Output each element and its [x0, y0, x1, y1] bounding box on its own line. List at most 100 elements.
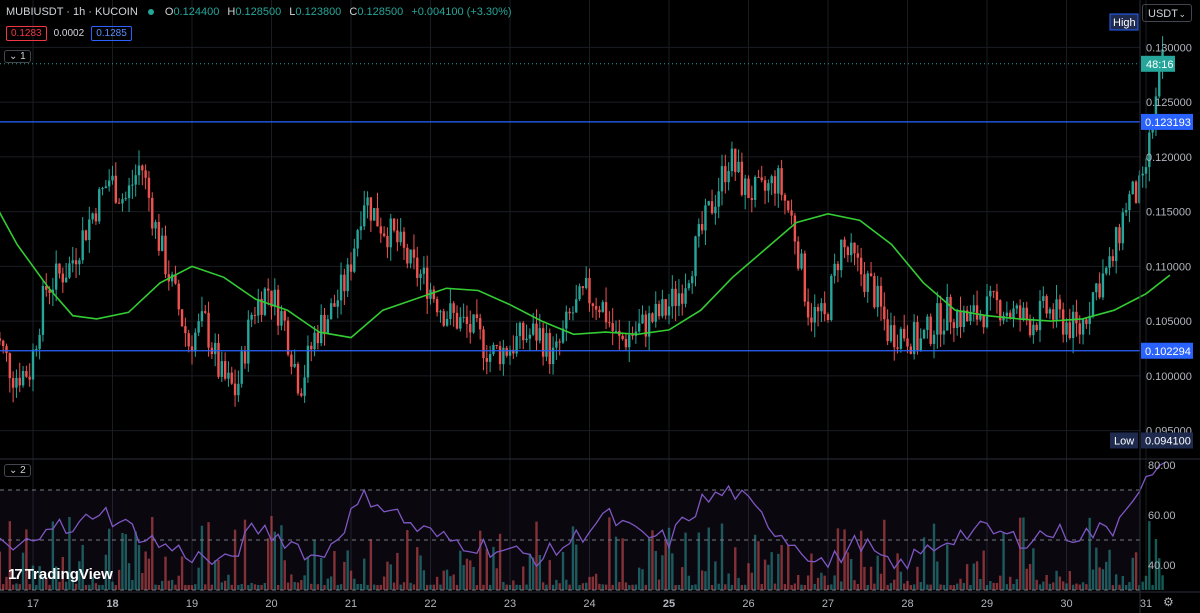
volume-bar: [1091, 569, 1095, 590]
rsi-tick-label: 80.00: [1148, 460, 1176, 472]
volume-bar: [939, 584, 942, 590]
candle-body: [8, 353, 12, 379]
candle-body: [1022, 307, 1025, 320]
volume-bar: [637, 567, 641, 590]
x-tick-label: 30: [1060, 598, 1072, 610]
candle-body: [160, 235, 164, 251]
volume-bar: [1035, 579, 1038, 590]
candle-body: [223, 361, 227, 379]
volume-bar: [266, 538, 270, 590]
candle-body: [253, 314, 257, 316]
volume-bar: [157, 584, 161, 590]
volume-bar: [826, 584, 830, 590]
candle-body: [396, 230, 399, 243]
volume-bar: [237, 584, 240, 590]
brand-name: TradingView: [24, 566, 113, 583]
volume-bar: [1012, 583, 1015, 590]
volume-bar: [1, 584, 5, 590]
volume-bar: [1148, 521, 1151, 590]
volume-bar: [101, 584, 104, 590]
candle-body: [353, 248, 356, 272]
candle-body: [190, 346, 194, 352]
candle-body: [48, 289, 51, 293]
candle-body: [922, 329, 926, 339]
candle-body: [783, 194, 787, 201]
volume-bar: [1055, 570, 1058, 590]
candle-body: [512, 349, 515, 354]
volume-bar: [359, 583, 363, 590]
volume-bar: [190, 584, 194, 590]
candle-body: [406, 247, 409, 264]
volume-bar: [210, 584, 214, 590]
volume-bar: [747, 563, 750, 590]
candle-body: [965, 310, 969, 322]
candle-body: [1098, 283, 1101, 298]
volume-bar: [1042, 581, 1045, 590]
candle-body: [747, 178, 750, 199]
volume-bar: [1101, 569, 1105, 590]
currency-select[interactable]: USDT ⌄: [1142, 4, 1192, 22]
candle-body: [1005, 312, 1009, 316]
candle-body: [141, 165, 144, 171]
candle-body: [313, 332, 316, 350]
candle-body: [740, 161, 744, 195]
pane-1-collapse[interactable]: ⌄ 1: [4, 50, 31, 63]
volume-bar: [1008, 576, 1012, 590]
volume-bar: [796, 574, 800, 590]
volume-bar: [568, 584, 571, 590]
volume-bar: [505, 584, 508, 590]
volume-bar: [806, 575, 810, 590]
volume-bar: [522, 566, 525, 590]
volume-bar: [363, 558, 366, 590]
volume-bar: [240, 583, 243, 590]
candle-body: [750, 198, 754, 200]
volume-bar: [1005, 584, 1009, 590]
candle-body: [25, 371, 28, 377]
volume-bar: [260, 585, 263, 590]
ask-button[interactable]: 0.1285: [91, 26, 132, 41]
volume-bar: [270, 516, 273, 590]
low-value-label: 0.094100: [1145, 435, 1191, 447]
low-value-bg: [1141, 432, 1193, 449]
candle-body: [518, 322, 522, 337]
candle-body: [1042, 296, 1045, 301]
candle-body: [763, 180, 767, 191]
volume-bar: [290, 574, 293, 590]
volume-bar: [107, 528, 111, 590]
volume-bar: [1105, 561, 1108, 590]
symbol-header: MUBIUSDT · 1h · KUCOIN O0.124400 H0.1285…: [6, 6, 517, 18]
candle-body: [38, 334, 41, 349]
candle-body: [793, 215, 797, 242]
close-label: C: [349, 6, 358, 18]
price-tick-label: 0.120000: [1146, 152, 1192, 164]
volume-bar: [121, 532, 124, 590]
volume-bar: [485, 548, 489, 590]
volume-bar: [273, 531, 277, 590]
volume-bar: [68, 516, 71, 590]
volume-bar: [78, 561, 81, 590]
open-label: O: [164, 6, 174, 18]
candle-body: [5, 346, 8, 354]
volume-bar: [379, 584, 383, 590]
candle-body: [548, 333, 551, 365]
candle-body: [54, 263, 58, 290]
candle-body: [1048, 309, 1052, 314]
volume-bar: [687, 575, 691, 590]
candle-body: [134, 175, 137, 185]
volume-bar: [535, 521, 538, 590]
pane-2-collapse[interactable]: ⌄ 2: [4, 464, 31, 477]
volume-bar: [750, 572, 754, 590]
gear-icon[interactable]: ⚙: [1163, 595, 1174, 609]
candle-body: [316, 332, 320, 344]
candle-body: [131, 184, 134, 186]
candle-body: [926, 316, 929, 330]
bid-button[interactable]: 0.1283: [6, 26, 47, 41]
volume-bar: [465, 558, 469, 590]
volume-bar: [58, 581, 61, 590]
volume-bar: [846, 552, 850, 590]
candle-body: [555, 341, 558, 348]
x-tick-label: 24: [583, 598, 595, 610]
symbol-title[interactable]: MUBIUSDT · 1h · KUCOIN: [6, 6, 138, 18]
volume-bar: [11, 584, 15, 590]
